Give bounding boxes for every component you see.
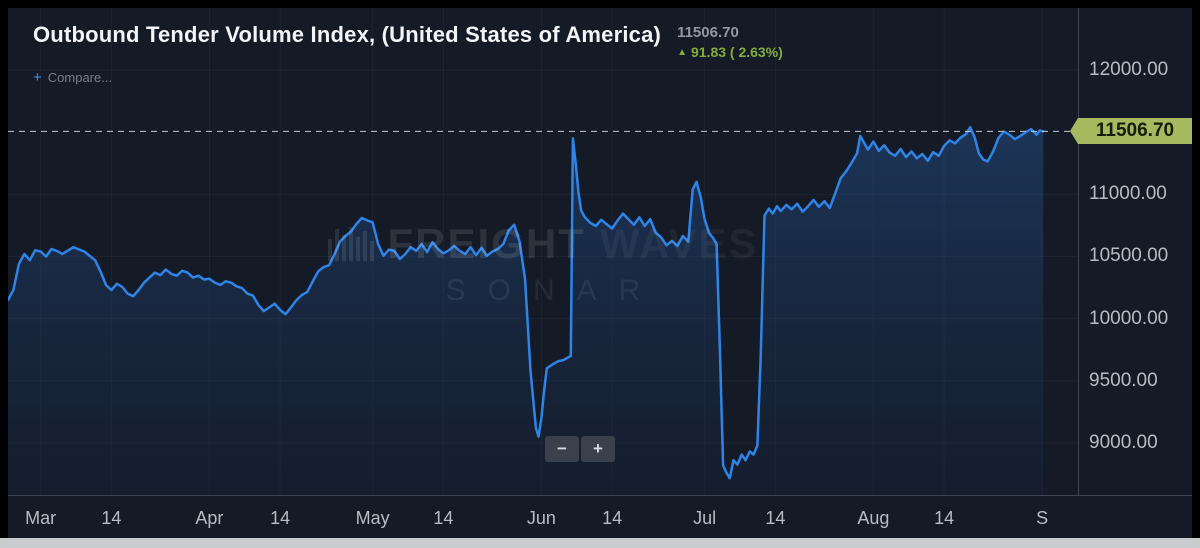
x-axis-label: Mar	[25, 508, 57, 528]
x-axis-label: May	[355, 508, 390, 528]
chart-header: Outbound Tender Volume Index, (United St…	[33, 22, 783, 60]
x-axis-label: 14	[602, 508, 623, 528]
y-axis-label: 9000.00	[1089, 431, 1158, 453]
x-axis-label: 14	[934, 508, 955, 528]
y-axis[interactable]: 12000.00 11000.00 10500.00 10000.00 9500.00 9…	[1078, 8, 1192, 495]
page-title: Outbound Tender Volume Index, (United St…	[33, 22, 662, 47]
y-axis-label: 9500.00	[1089, 369, 1158, 391]
zoom-out-button[interactable]: −	[545, 436, 579, 462]
zoom-in-button[interactable]: +	[581, 436, 615, 462]
current-value-text: 11506.70	[677, 24, 739, 41]
current-value-badge: 11506.70	[1070, 118, 1192, 145]
y-axis-label: 11000.00	[1089, 183, 1167, 205]
plot-area[interactable]	[8, 8, 1078, 495]
compare-button[interactable]: + Compare...	[33, 70, 112, 85]
x-axis-label: Aug	[857, 508, 890, 528]
y-axis-label: 12000.00	[1089, 59, 1169, 81]
zoom-controls: − +	[545, 436, 615, 462]
x-axis-label: S	[1036, 508, 1049, 528]
change-readout: ▲ 91.83 ( 2.63%)	[677, 44, 783, 60]
value-readout: 11506.70 ▲ 91.83 ( 2.63%)	[677, 22, 783, 60]
x-axis-label: 14	[433, 508, 454, 528]
y-axis-label: 10500.00	[1089, 245, 1169, 267]
plot-svg	[8, 8, 1078, 495]
y-axis-label: 10000.00	[1089, 307, 1169, 329]
chart-app: FREIGHTWAVES SONAR Outbound Tender Volum…	[8, 8, 1192, 538]
x-axis-label: Apr	[195, 508, 224, 528]
up-arrow-icon: ▲	[677, 46, 687, 58]
x-axis-label: 14	[270, 508, 291, 528]
change-text: 91.83 ( 2.63%)	[690, 44, 783, 60]
minus-icon: −	[557, 439, 567, 458]
x-axis-label: Jun	[526, 508, 556, 528]
x-axis-label: 14	[765, 508, 786, 528]
x-axis-label: 14	[101, 508, 122, 528]
compare-label: Compare...	[47, 70, 113, 85]
bottom-scroll-strip	[0, 538, 1200, 548]
price-line	[8, 126, 1045, 480]
x-axis[interactable]: Mar 14 Apr 14 May 14 Jun 14 Jul 14 Aug 14 S	[8, 495, 1192, 538]
x-axis-label: Jul	[693, 508, 717, 528]
area-fill	[8, 127, 1044, 495]
plus-icon: +	[33, 69, 42, 86]
plus-zoom-icon: +	[593, 439, 603, 458]
